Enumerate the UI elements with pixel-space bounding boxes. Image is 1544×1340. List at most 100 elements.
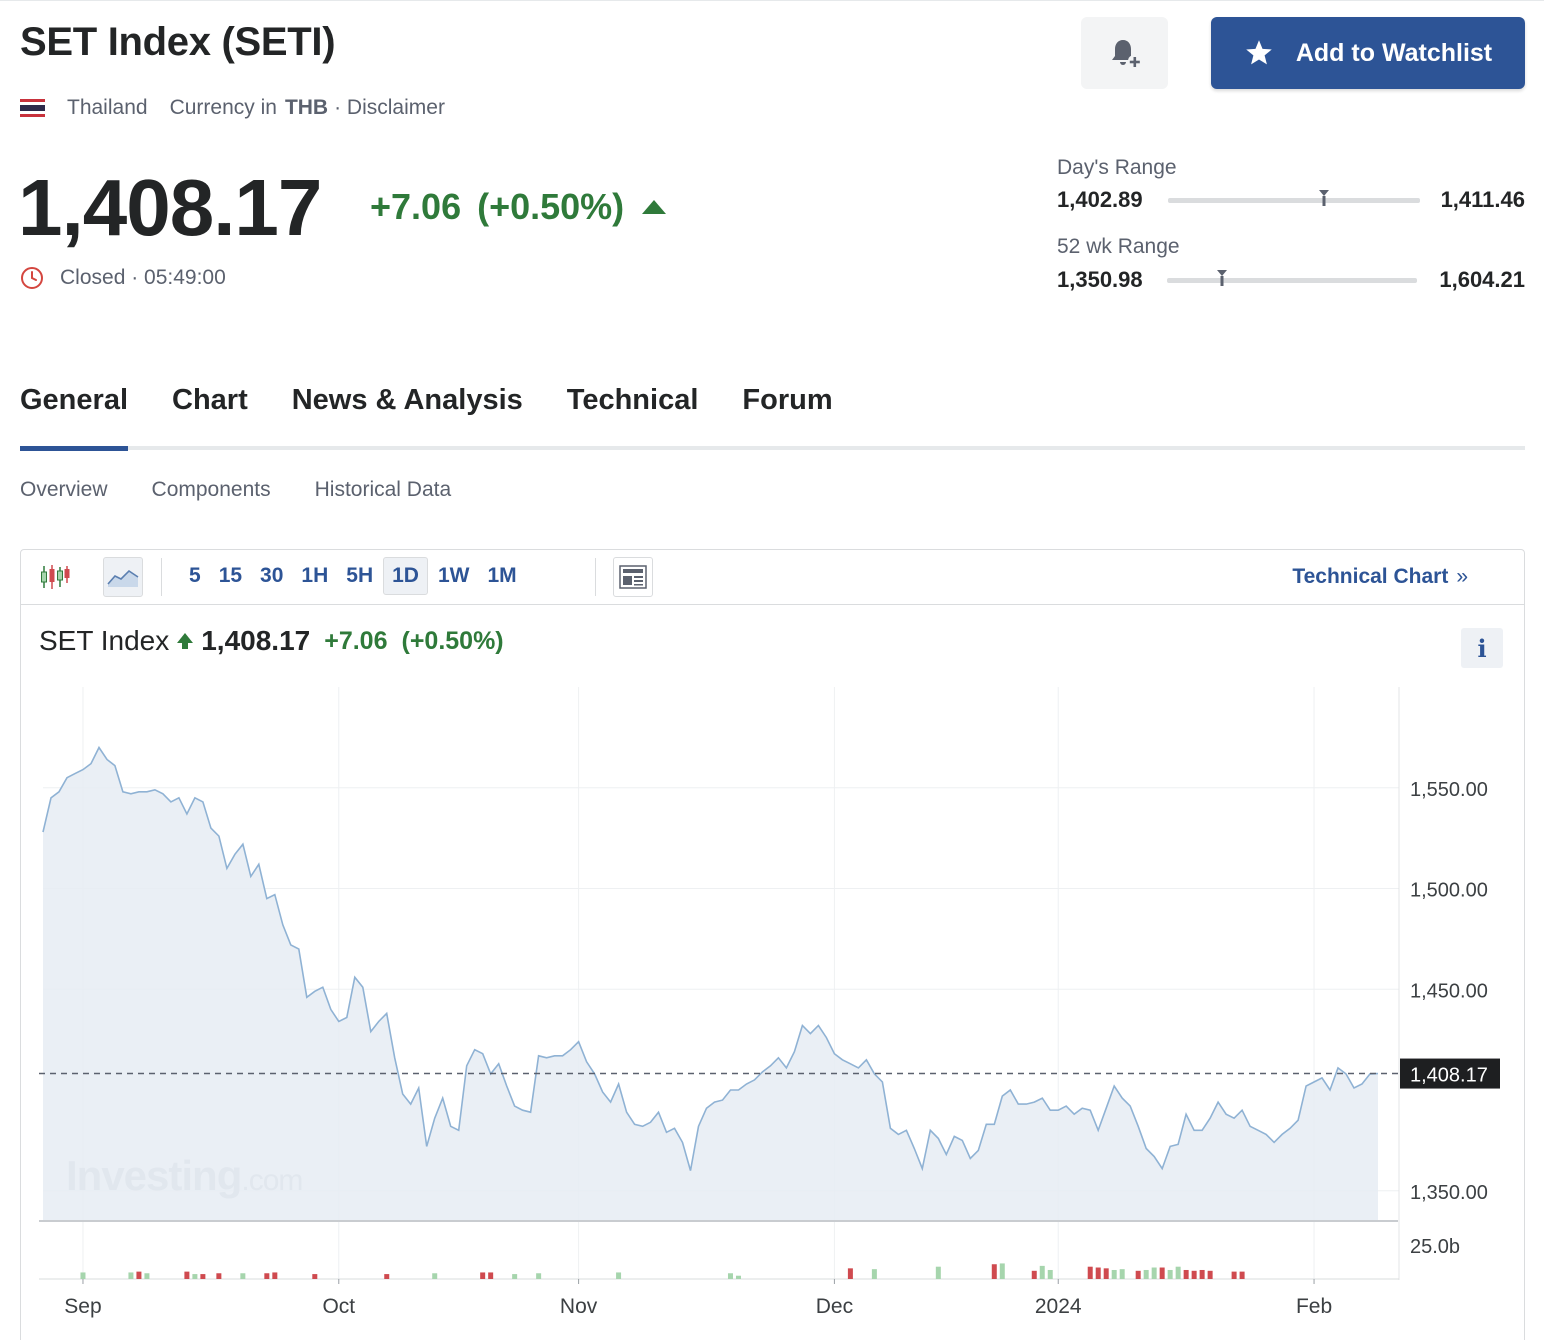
interval-1h[interactable]: 1H — [301, 564, 329, 587]
y-tick-label: 1,500.00 — [1410, 880, 1488, 902]
price-line — [42, 745, 1379, 1172]
volume-bar — [991, 1264, 997, 1279]
days-range-bar — [1168, 190, 1420, 206]
y-tick-label: 1,550.00 — [1410, 779, 1488, 801]
tab-technical[interactable]: Technical — [566, 384, 699, 416]
toolbar-separator — [595, 558, 596, 596]
create-alert-button[interactable] — [1081, 17, 1168, 89]
legend-price: 1,408.17 — [201, 625, 311, 656]
last-price-badge — [1400, 1058, 1500, 1089]
market-status: Closed · 05:49:00 — [20, 266, 226, 290]
subtab-overview[interactable]: Overview — [20, 478, 108, 501]
volume-tick-label: 25.0b — [1410, 1236, 1460, 1258]
star-icon — [1246, 40, 1272, 65]
tabs-divider — [20, 446, 1525, 450]
subtab-historical-data[interactable]: Historical Data — [314, 478, 452, 501]
volume-bar — [240, 1273, 246, 1279]
interval-1d[interactable]: 1D — [383, 557, 428, 595]
volume-bar — [1047, 1269, 1053, 1279]
volume-bar — [80, 1272, 86, 1279]
interval-1m[interactable]: 1M — [487, 564, 517, 587]
x-tick-label: Oct — [322, 1295, 355, 1318]
days-range-high: 1,411.46 — [1440, 187, 1525, 212]
price-chart[interactable]: Investing.com1,550.001,500.001,450.001,3… — [21, 550, 1524, 1340]
page-title: SET Index (SETI) — [20, 20, 336, 64]
interval-5[interactable]: 5 — [189, 564, 201, 587]
watchlist-label: Add to Watchlist — [1295, 38, 1493, 67]
chart-legend: SET Index 1,408.17 +7.06 (+0.50%) — [39, 625, 504, 657]
days-range-low: 1,402.89 — [1057, 187, 1143, 212]
x-tick-label: Feb — [1296, 1295, 1332, 1318]
wk52-range-label: 52 wk Range — [1057, 235, 1180, 258]
area-chart-icon[interactable] — [103, 557, 143, 597]
interval-30[interactable]: 30 — [260, 564, 284, 587]
legend-change-percent: (+0.50%) — [401, 626, 504, 655]
volume-bar — [488, 1272, 494, 1279]
technical-chart-label: Technical Chart — [1292, 565, 1449, 588]
up-arrow-icon — [177, 633, 194, 649]
volume-bar — [1183, 1269, 1189, 1279]
volume-bar — [480, 1272, 486, 1279]
x-tick-label: 2024 — [1035, 1295, 1082, 1318]
legend-name: SET Index — [39, 625, 170, 656]
chart-widget: 5 15 30 1H 5H 1D 1W 1M Technical Chart» … — [20, 549, 1525, 1340]
volume-bar — [1119, 1269, 1125, 1279]
bell-plus-icon — [1111, 40, 1141, 68]
tab-chart[interactable]: Chart — [172, 384, 248, 416]
range-marker-icon — [1217, 270, 1227, 286]
volume-bar — [1111, 1269, 1117, 1279]
up-arrow-icon — [642, 200, 667, 214]
volume-bar — [1031, 1270, 1037, 1279]
volume-bar — [1239, 1271, 1245, 1279]
x-tick-label: Sep — [64, 1295, 101, 1318]
interval-selector: 5 15 30 1H 5H 1D 1W 1M — [181, 557, 527, 595]
volume-bar — [1039, 1265, 1045, 1279]
volume-bar — [512, 1274, 518, 1279]
news-layout-icon[interactable] — [613, 557, 653, 597]
chart-info-button[interactable]: i — [1461, 628, 1503, 668]
y-tick-label: 1,350.00 — [1410, 1182, 1488, 1204]
add-to-watchlist-button[interactable]: Add to Watchlist — [1211, 17, 1525, 89]
volume-bar — [144, 1273, 150, 1279]
tab-news-analysis[interactable]: News & Analysis — [291, 384, 523, 416]
volume-bar — [727, 1273, 733, 1279]
interval-15[interactable]: 15 — [218, 564, 243, 587]
volume-bar — [735, 1275, 741, 1279]
volume-bar — [216, 1273, 222, 1279]
x-tick-label: Nov — [560, 1295, 598, 1318]
volume-bar — [1135, 1270, 1141, 1279]
volume-bar — [1087, 1266, 1093, 1279]
technical-chart-link[interactable]: Technical Chart » — [1292, 565, 1468, 589]
candlestick-chart-icon[interactable] — [35, 557, 75, 597]
tab-general[interactable]: General — [20, 384, 128, 416]
volume-bar — [136, 1271, 142, 1279]
volume-bar — [1103, 1268, 1109, 1279]
interval-1w[interactable]: 1W — [437, 564, 470, 587]
last-price-label: 1,408.17 — [1410, 1065, 1488, 1087]
volume-bar — [384, 1274, 390, 1279]
volume-bar — [312, 1274, 318, 1279]
volume-bar — [1095, 1267, 1101, 1279]
volume-bar — [128, 1272, 134, 1279]
toolbar-separator — [161, 558, 162, 596]
tab-forum[interactable]: Forum — [742, 384, 833, 416]
volume-bar — [1207, 1270, 1213, 1279]
volume-bar — [272, 1272, 278, 1279]
y-tick-label: 1,450.00 — [1410, 980, 1488, 1002]
subtab-components[interactable]: Components — [151, 478, 271, 501]
disclaimer-link[interactable]: · Disclaimer — [334, 96, 445, 119]
top-divider — [0, 0, 1544, 1]
volume-bar — [184, 1271, 190, 1279]
interval-5h[interactable]: 5H — [346, 564, 374, 587]
volume-bar — [1199, 1269, 1205, 1279]
volume-bar — [847, 1268, 853, 1279]
main-tabs: General Chart News & Analysis Technical … — [20, 384, 877, 417]
status-text: Closed · 05:49:00 — [60, 266, 226, 289]
volume-bar — [1231, 1271, 1237, 1279]
double-chevron-right-icon: » — [1456, 565, 1468, 588]
clock-icon — [21, 267, 43, 289]
x-tick-label: Dec — [816, 1295, 853, 1318]
currency-code: THB — [284, 96, 329, 119]
price-change: +7.06 (+0.50%) — [370, 186, 667, 228]
volume-bar — [1191, 1270, 1197, 1279]
